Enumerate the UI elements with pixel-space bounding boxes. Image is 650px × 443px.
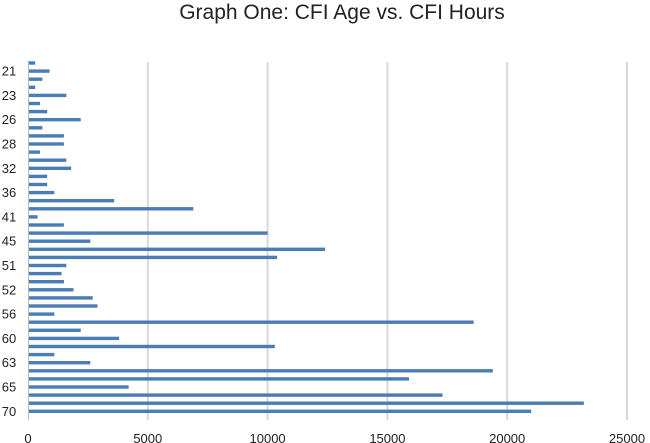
- x-tick-label: 20000: [489, 431, 525, 443]
- x-tick-label: 5000: [133, 431, 162, 443]
- bar: [28, 231, 268, 235]
- bar: [28, 296, 93, 300]
- bar: [28, 101, 40, 106]
- bar: [28, 255, 278, 260]
- bar: [28, 85, 36, 89]
- bar: [28, 199, 115, 203]
- y-tick-label: 36: [2, 185, 16, 200]
- bar: [28, 207, 194, 211]
- x-tick-label: 0: [24, 431, 31, 443]
- bar: [28, 369, 493, 373]
- bar: [28, 77, 43, 81]
- bar: [28, 69, 50, 73]
- bar: [28, 174, 48, 179]
- bar: [28, 150, 40, 154]
- bar: [28, 304, 98, 308]
- bar: [28, 280, 64, 284]
- y-tick-label: 28: [2, 137, 16, 152]
- bar: [28, 377, 409, 381]
- grid-lines: [146, 62, 628, 420]
- bar: [28, 401, 584, 405]
- bar: [28, 247, 326, 251]
- bar: [28, 312, 55, 316]
- bar: [28, 336, 120, 341]
- y-tick-label: 65: [2, 380, 16, 395]
- y-tick-label: 26: [2, 112, 16, 127]
- y-axis-ticks: 21 23 26 28 32 36 41 45 51 52 56 60 63 65 70: [2, 64, 16, 419]
- y-tick-label: 41: [2, 209, 16, 224]
- bar: [28, 239, 91, 243]
- y-tick-label: 52: [2, 282, 16, 297]
- bar: [28, 328, 81, 332]
- bar: [28, 109, 48, 114]
- y-tick-label: 21: [2, 64, 16, 79]
- bar: [28, 223, 64, 227]
- bar: [28, 166, 72, 170]
- y-tick-label: 60: [2, 331, 16, 346]
- bar: [28, 271, 62, 276]
- chart-title: Graph One: CFI Age vs. CFI Hours: [179, 1, 505, 24]
- bars: [28, 61, 584, 413]
- bar: [28, 361, 91, 365]
- bar: [28, 190, 55, 195]
- y-tick-label: 32: [2, 161, 16, 176]
- bar: [28, 263, 67, 268]
- y-tick-label: 56: [2, 307, 16, 322]
- y-tick-label: 23: [2, 88, 16, 103]
- bar: [28, 288, 74, 292]
- bar: [28, 409, 532, 413]
- bar: [28, 158, 67, 162]
- bar: [28, 352, 55, 357]
- bar: [28, 393, 443, 397]
- y-tick-label: 51: [2, 258, 16, 273]
- bar: [28, 215, 38, 219]
- y-tick-label: 45: [2, 234, 16, 249]
- x-tick-label: 25000: [609, 431, 645, 443]
- bar: [28, 118, 81, 122]
- x-tick-label: 10000: [250, 431, 286, 443]
- bar: [28, 61, 36, 65]
- bar: [28, 134, 64, 138]
- bar: [28, 320, 474, 324]
- bar: [28, 182, 48, 187]
- bar: [28, 93, 67, 98]
- bar: [28, 385, 129, 389]
- x-tick-label: 15000: [369, 431, 405, 443]
- bar: [28, 344, 275, 349]
- y-tick-label: 70: [2, 404, 16, 419]
- x-axis-ticks: 0 5000 10000 15000 20000 25000: [24, 431, 645, 443]
- bar: [28, 126, 43, 130]
- y-tick-label: 63: [2, 355, 16, 370]
- bar: [28, 142, 64, 146]
